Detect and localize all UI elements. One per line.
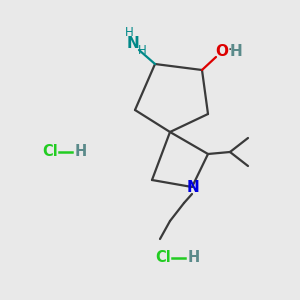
Text: H: H bbox=[230, 44, 242, 59]
Text: N: N bbox=[187, 181, 200, 196]
Text: ·: · bbox=[228, 43, 232, 57]
Text: H: H bbox=[75, 145, 87, 160]
Text: H: H bbox=[138, 44, 146, 56]
Text: Cl: Cl bbox=[155, 250, 171, 266]
Text: Cl: Cl bbox=[42, 145, 58, 160]
Text: H: H bbox=[188, 250, 200, 266]
Text: O: O bbox=[215, 44, 229, 59]
Text: H: H bbox=[124, 26, 134, 38]
Text: N: N bbox=[127, 35, 140, 50]
